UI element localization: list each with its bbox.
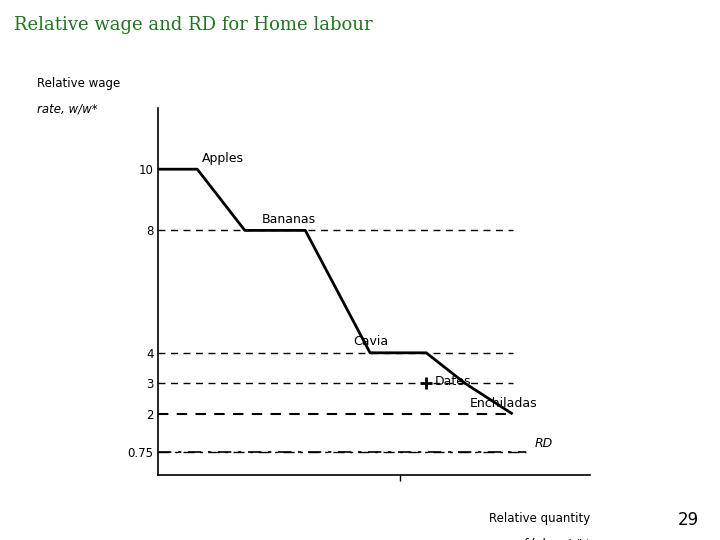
Text: Apples: Apples	[202, 152, 243, 165]
Text: 29: 29	[678, 511, 698, 529]
Text: Cavia: Cavia	[353, 335, 388, 348]
Text: Bananas: Bananas	[262, 213, 316, 226]
Text: Relative wage: Relative wage	[37, 77, 121, 90]
Text: Relative wage and RD for Home labour: Relative wage and RD for Home labour	[14, 16, 373, 34]
Text: Relative quantity: Relative quantity	[489, 512, 590, 525]
Text: Dates: Dates	[435, 375, 472, 388]
Text: of labor, L/L*: of labor, L/L*	[516, 538, 590, 540]
Text: rate, w/w*: rate, w/w*	[37, 103, 98, 116]
Text: Enchiladas: Enchiladas	[469, 397, 537, 410]
Text: RD: RD	[534, 437, 552, 450]
